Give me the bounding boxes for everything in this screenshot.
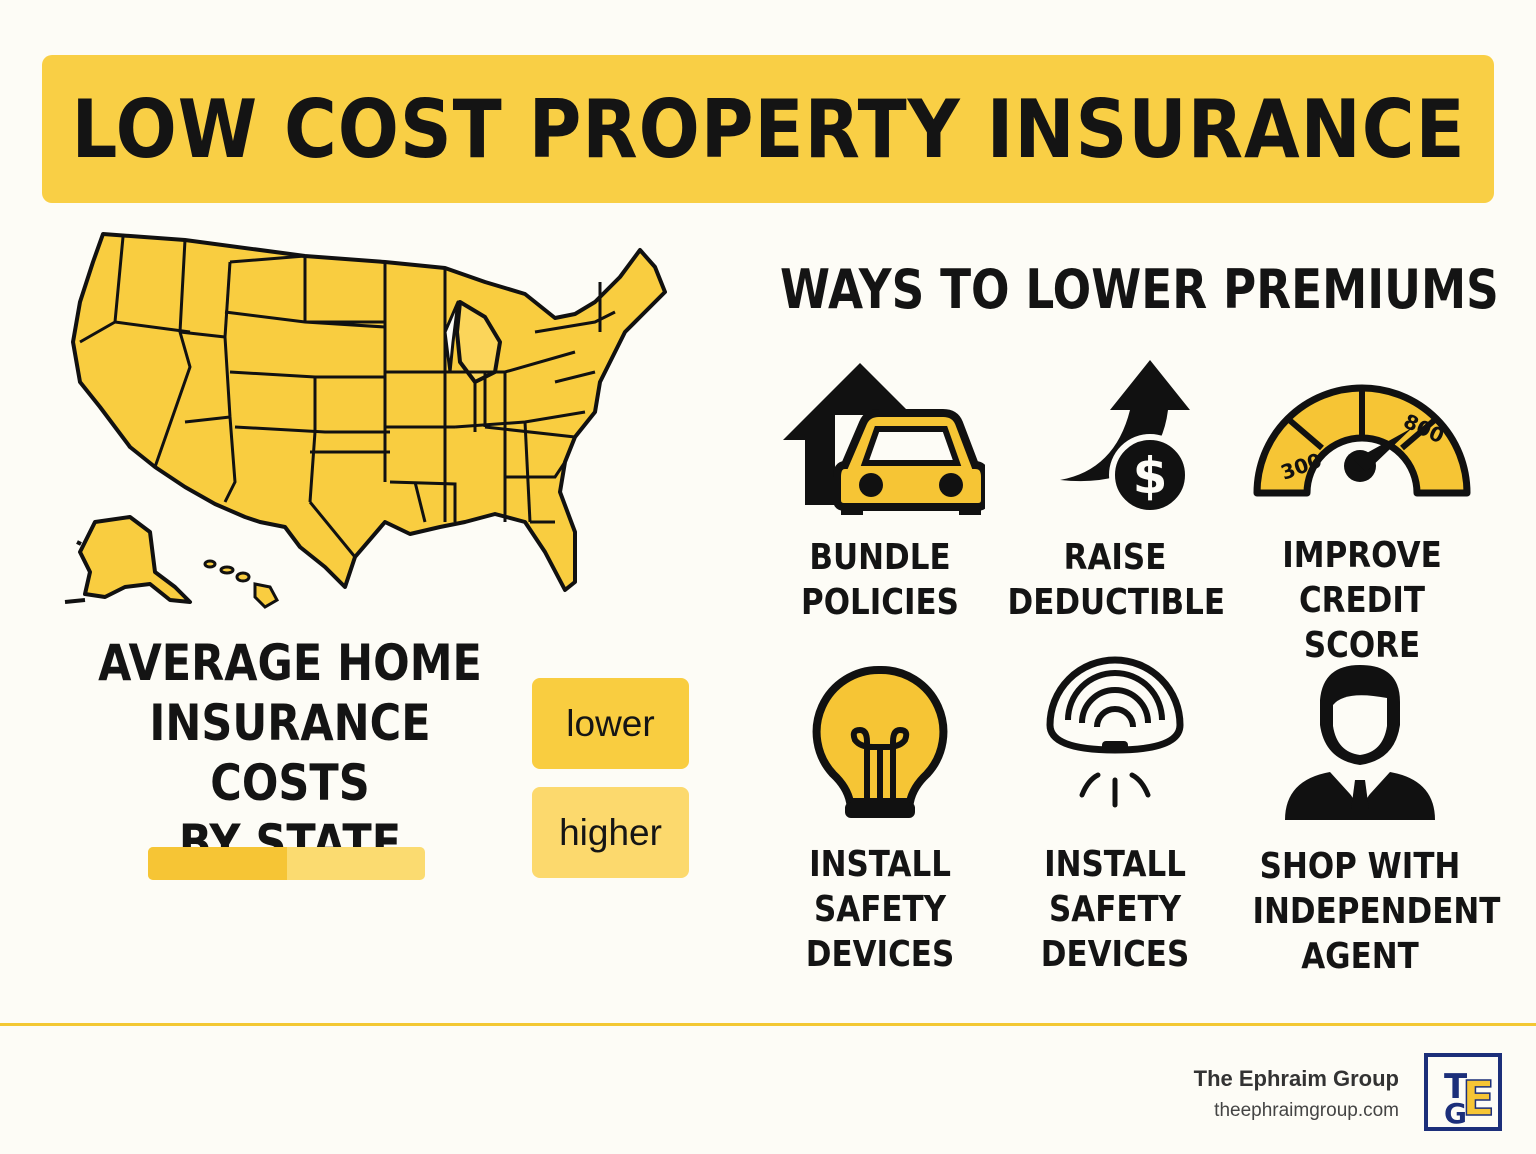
light-bulb-icon: [812, 665, 948, 818]
tip-detector-label: INSTALL SAFETY DEVICES: [1040, 844, 1190, 975]
tip-bulb-label: INSTALL SAFETY DEVICES: [805, 844, 955, 975]
agent-person-icon: [1285, 665, 1435, 820]
tip-shop-independent-agent: SHOP WITH INDEPENDENT AGENT: [1235, 660, 1501, 979]
tip-improve-credit: 300 800 IMPROVE CREDIT SCORE: [1237, 348, 1487, 668]
tip-install-safety-devices-2: INSTALL SAFETY DEVICES: [990, 655, 1240, 977]
alaska: [78, 515, 192, 604]
tip-install-safety-devices-1: INSTALL SAFETY DEVICES: [755, 662, 1005, 977]
logo-letter-e: E: [1462, 1071, 1495, 1127]
tip-deductible-label: RAISE DEDUCTIBLE: [1007, 537, 1226, 623]
footer-divider: [0, 1023, 1536, 1026]
us-map-graphic: [64, 232, 667, 609]
us-map: [55, 222, 670, 622]
company-logo: T G E: [1424, 1053, 1502, 1131]
tip-bundle-label: BUNDLE POLICIES: [801, 537, 959, 623]
mainland-outline: [71, 232, 667, 592]
map-heading: AVERAGE HOME INSURANCE COSTS BY STATE: [75, 633, 505, 873]
legend-higher: higher: [532, 787, 689, 878]
page-title: LOW COST PROPERTY INSURANCE: [70, 82, 1466, 176]
tip-credit-label: IMPROVE CREDIT SCORE: [1282, 535, 1442, 666]
brand-url[interactable]: theephraimgroup.com: [1214, 1100, 1399, 1121]
tip-raise-deductible: $ RAISE DEDUCTIBLE: [990, 355, 1240, 625]
tip-agent-label: SHOP WITH INDEPENDENT AGENT: [1252, 846, 1501, 977]
house-car-icon: [783, 363, 985, 515]
title-banner: LOW COST PROPERTY INSURANCE: [42, 55, 1494, 203]
legend-higher-label: higher: [559, 811, 662, 853]
ephraim-logo-icon: T G E: [1424, 1053, 1502, 1131]
logo-letter-g: G: [1444, 1097, 1467, 1130]
map-heading-line2: INSURANCE COSTS: [149, 694, 431, 812]
dollar-symbol: $: [1133, 447, 1168, 505]
credit-gauge-icon: 300 800: [1253, 384, 1471, 497]
logo-letter-t: T: [1444, 1067, 1468, 1107]
smoke-detector-icon: [1046, 656, 1184, 808]
cost-scale-fill: [148, 847, 287, 880]
rising-arrow-dollar-icon: $: [1060, 360, 1191, 515]
map-heading-line1: AVERAGE HOME: [98, 634, 482, 692]
cost-scale-bar: [148, 847, 425, 880]
brand-name: The Ephraim Group: [1193, 1066, 1399, 1091]
tip-bundle-policies: BUNDLE POLICIES: [755, 355, 1005, 625]
ways-heading: WAYS TO LOWER PREMIUMS: [780, 258, 1499, 321]
legend-lower: lower: [532, 678, 689, 769]
legend-lower-label: lower: [566, 702, 655, 744]
